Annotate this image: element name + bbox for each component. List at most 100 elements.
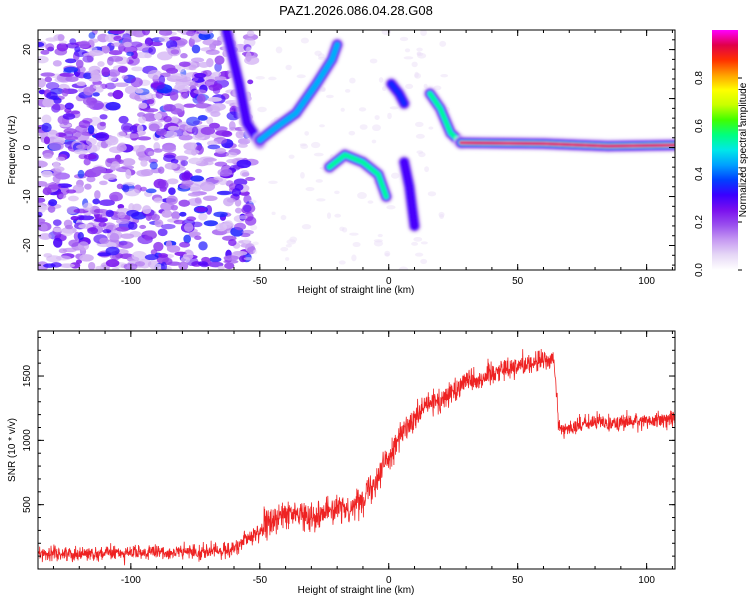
chart-title: PAZ1.2026.086.04.28.G08 bbox=[279, 3, 433, 18]
noise-speckle bbox=[268, 76, 277, 81]
noise-speckle bbox=[427, 191, 437, 197]
noise-speckle bbox=[132, 203, 142, 212]
noise-speckle bbox=[93, 208, 109, 214]
noise-speckle bbox=[131, 251, 148, 261]
noise-speckle bbox=[77, 169, 85, 179]
noise-speckle bbox=[154, 219, 164, 228]
noise-speckle bbox=[101, 45, 110, 54]
colorbar-tick-label: 0.4 bbox=[694, 167, 705, 181]
noise-speckle bbox=[205, 49, 220, 55]
noise-speckle bbox=[154, 112, 162, 120]
noise-speckle bbox=[73, 149, 88, 155]
noise-speckle bbox=[245, 46, 252, 53]
noise-speckle bbox=[424, 166, 430, 173]
noise-speckle bbox=[121, 158, 136, 166]
noise-speckle bbox=[163, 104, 176, 112]
noise-speckle bbox=[77, 241, 90, 251]
noise-speckle bbox=[349, 232, 359, 236]
noise-speckle bbox=[112, 89, 124, 100]
noise-speckle bbox=[61, 228, 73, 237]
noise-speckle bbox=[194, 72, 207, 79]
noise-speckle bbox=[117, 65, 128, 73]
noise-speckle bbox=[234, 207, 242, 214]
noise-speckle bbox=[45, 37, 58, 42]
noise-speckle bbox=[207, 144, 221, 150]
noise-speckle bbox=[234, 198, 242, 207]
noise-speckle bbox=[78, 223, 94, 229]
noise-speckle bbox=[83, 72, 93, 80]
noise-speckle bbox=[110, 161, 120, 170]
noise-speckle bbox=[411, 61, 418, 68]
noise-speckle bbox=[207, 97, 222, 102]
noise-speckle bbox=[144, 53, 152, 59]
noise-speckle bbox=[105, 259, 120, 268]
spectrogram-frame bbox=[37, 29, 676, 271]
noise-speckle bbox=[160, 261, 168, 270]
noise-speckle bbox=[77, 232, 84, 241]
noise-speckle bbox=[83, 153, 97, 160]
noise-speckle bbox=[110, 42, 125, 47]
noise-speckle bbox=[38, 204, 46, 213]
noise-speckle bbox=[116, 183, 124, 190]
noise-speckle bbox=[47, 205, 56, 213]
noise-speckle bbox=[438, 211, 445, 218]
noise-speckle bbox=[195, 206, 207, 213]
noise-speckle bbox=[75, 125, 88, 134]
noise-speckle bbox=[126, 209, 140, 217]
noise-speckle bbox=[217, 168, 233, 177]
noise-speckle bbox=[182, 253, 194, 260]
noise-speckle bbox=[88, 32, 96, 39]
spectrogram-x-label: Height of straight line (km) bbox=[298, 285, 415, 296]
noise-speckle bbox=[55, 255, 71, 261]
noise-speckle bbox=[351, 254, 357, 262]
snr-frame bbox=[37, 330, 676, 570]
noise-speckle bbox=[420, 258, 428, 265]
noise-speckle bbox=[213, 211, 228, 218]
noise-speckle bbox=[66, 189, 77, 194]
noise-speckle bbox=[196, 94, 206, 104]
noise-speckle bbox=[42, 187, 52, 196]
noise-speckle bbox=[204, 79, 218, 88]
noise-speckle bbox=[184, 149, 200, 155]
noise-speckle bbox=[94, 214, 103, 219]
noise-speckle bbox=[189, 186, 202, 193]
noise-speckle bbox=[99, 114, 108, 120]
noise-speckle bbox=[334, 213, 342, 218]
noise-speckle bbox=[113, 35, 123, 42]
trace-rising-branch bbox=[258, 42, 339, 142]
noise-speckle bbox=[90, 69, 100, 80]
noise-speckle bbox=[52, 60, 62, 67]
colorbar-tick-label: 0.2 bbox=[694, 215, 705, 229]
noise-speckle bbox=[79, 254, 94, 262]
noise-speckle bbox=[58, 40, 67, 45]
noise-speckle bbox=[99, 237, 110, 245]
noise-speckle bbox=[55, 156, 66, 162]
noise-speckle bbox=[105, 209, 114, 218]
noise-speckle bbox=[59, 263, 75, 268]
noise-speckle bbox=[387, 112, 392, 120]
noise-speckle bbox=[125, 169, 132, 180]
noise-speckle bbox=[138, 116, 147, 124]
noise-speckle bbox=[235, 130, 245, 139]
noise-speckle bbox=[83, 158, 91, 166]
noise-speckle bbox=[163, 154, 176, 163]
noise-speckle bbox=[187, 198, 203, 206]
noise-speckle bbox=[399, 36, 409, 42]
noise-speckle bbox=[209, 256, 222, 263]
colorbar-tick-label: 0.0 bbox=[694, 263, 705, 277]
noise-speckle bbox=[238, 215, 248, 220]
noise-speckle bbox=[233, 250, 248, 256]
noise-speckle bbox=[99, 199, 115, 206]
noise-speckle bbox=[171, 211, 181, 220]
noise-speckle bbox=[213, 76, 227, 81]
noise-speckle bbox=[344, 88, 351, 93]
noise-speckle bbox=[114, 82, 129, 88]
y-tick-label: 1500 bbox=[22, 364, 33, 387]
spectrogram-y-axis: -20 -10 0 10 20 bbox=[22, 29, 675, 266]
noise-speckle bbox=[244, 212, 254, 222]
noise-speckle bbox=[70, 215, 79, 221]
noise-speckle bbox=[228, 239, 237, 247]
noise-speckle bbox=[224, 262, 235, 270]
noise-speckle bbox=[404, 48, 411, 53]
trace-spike-near-zero bbox=[389, 82, 406, 106]
